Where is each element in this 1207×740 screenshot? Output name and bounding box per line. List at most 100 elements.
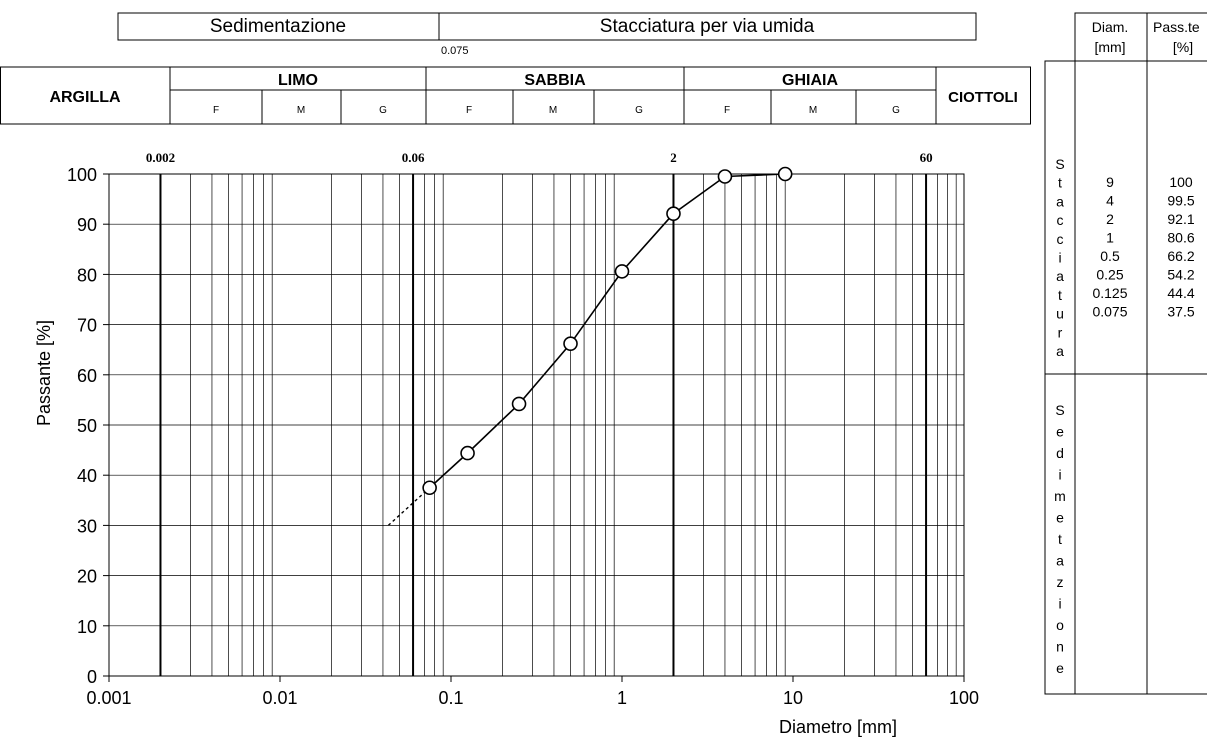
silt-label: LIMO	[278, 72, 318, 89]
x-tick-label: 1	[617, 688, 627, 708]
boundary-label: 2	[670, 150, 677, 165]
table-cell-pass: 44.4	[1167, 285, 1194, 301]
data-point	[422, 480, 437, 496]
table-cell-pass: 80.6	[1167, 230, 1194, 246]
sieving-side-letter: a	[1056, 268, 1064, 284]
table-header-diam: Diam.	[1092, 19, 1129, 35]
sedimentation-side-letter: n	[1056, 639, 1064, 655]
y-tick-label: 30	[77, 516, 97, 536]
y-tick-label: 50	[77, 416, 97, 436]
sand-fine-label: F	[466, 105, 472, 116]
y-tick-label: 10	[77, 617, 97, 637]
y-tick-label: 60	[77, 366, 97, 386]
sieving-label: Stacciatura per via umida	[600, 16, 815, 37]
sedimentation-side-letter: z	[1057, 574, 1064, 590]
y-tick-label: 90	[77, 215, 97, 235]
table-cell-pass: 66.2	[1167, 248, 1194, 264]
gravel-coarse-label: G	[892, 105, 900, 116]
silt-coarse-label: G	[379, 105, 387, 116]
sand-label: SABBIA	[524, 72, 586, 89]
data-point	[563, 336, 578, 351]
sedimentation-side-letter: e	[1056, 424, 1064, 440]
table-cell-diam: 4	[1106, 193, 1114, 209]
y-tick-label: 0	[87, 667, 97, 687]
sedimentation-side-letter: i	[1058, 596, 1061, 612]
y-tick-label: 40	[77, 466, 97, 486]
data-point	[511, 396, 527, 412]
cobbles-label: CIOTTOLI	[948, 89, 1018, 106]
boundary-label: 60	[920, 150, 933, 165]
table-cell-diam: 0.125	[1092, 285, 1127, 301]
axes	[103, 173, 965, 682]
table-cell-diam: 2	[1106, 211, 1114, 227]
sieving-side-letter: c	[1057, 231, 1064, 247]
y-tick-label: 70	[77, 316, 97, 336]
sieving-side-letter: r	[1058, 324, 1063, 340]
table-cell-pass: 100	[1169, 174, 1193, 190]
boundary-label: 0.002	[146, 150, 175, 165]
table-cell-pass: 54.2	[1167, 267, 1194, 283]
sedimentation-side-letter: m	[1054, 488, 1066, 504]
x-tick-label: 10	[783, 688, 803, 708]
x-tick-label: 100	[949, 688, 979, 708]
data-point	[666, 206, 681, 221]
gravel-fine-label: F	[724, 105, 730, 116]
x-tick-label: 0.1	[438, 688, 463, 708]
sedimentation-side-letter: e	[1056, 510, 1064, 526]
sedimentation-side-letter: S	[1055, 402, 1064, 418]
sieving-side-letter: i	[1058, 250, 1061, 266]
table-cell-pass: 92.1	[1167, 211, 1194, 227]
soil-class-band	[0, 66, 1031, 125]
table-cell-diam: 0.075	[1092, 304, 1127, 320]
y-tick-label: 20	[77, 567, 97, 587]
sieving-side-letter: t	[1058, 287, 1062, 303]
table-cell-pass: 37.5	[1167, 304, 1194, 320]
y-tick-label: 80	[77, 265, 97, 285]
table-cell-pass: 99.5	[1167, 193, 1194, 209]
y-tick-label: 100	[67, 165, 97, 185]
data-point	[717, 169, 733, 184]
grading-curve	[429, 173, 786, 489]
sieving-side-letter: c	[1057, 212, 1064, 228]
grid	[109, 173, 964, 677]
table-header-pass: Pass.te	[1153, 19, 1200, 35]
sieving-side-letter: u	[1056, 306, 1064, 322]
sieve-limit-label: 0.075	[441, 45, 469, 57]
sand-coarse-label: G	[635, 105, 643, 116]
table-cell-diam: 0.5	[1100, 248, 1120, 264]
x-tick-label: 0.001	[86, 688, 131, 708]
data-point	[460, 445, 475, 461]
silt-fine-label: F	[213, 105, 219, 116]
x-axis-label: Diametro [mm]	[779, 717, 897, 737]
sedimentation-side-letter: i	[1058, 467, 1061, 483]
silt-medium-label: M	[297, 105, 305, 116]
data-table	[1044, 12, 1207, 695]
data-point	[614, 264, 630, 279]
sieving-side-letter: a	[1056, 193, 1064, 209]
x-tick-label: 0.01	[262, 688, 297, 708]
sedimentation-side-letter: d	[1056, 445, 1064, 461]
sieving-side-letter: a	[1056, 343, 1064, 359]
extrapolation-line	[387, 487, 431, 526]
sieving-side-letter: t	[1058, 175, 1062, 191]
method-bands	[117, 12, 977, 41]
y-axis-label: Passante [%]	[34, 320, 54, 426]
table-rows: 9 100 4 99.5 2 92.1 1 80.6 0.5 66.2 0.25 54.2 0.125 4…	[1092, 174, 1194, 320]
tick-labels: 0 10 20 30 40 50 60 70 80 90 100 0.001 0.01 0.1 1 10 100	[67, 165, 979, 708]
table-header-diam-unit: [mm]	[1094, 39, 1125, 55]
sedimentation-side-letter: o	[1056, 617, 1064, 633]
sedimentation-side-letter: e	[1056, 660, 1064, 676]
sedimentation-label: Sedimentazione	[210, 16, 346, 37]
sedimentation-side-letter: a	[1056, 553, 1064, 569]
table-header-pass-unit: [%]	[1173, 39, 1193, 55]
sedimentation-side-letter: t	[1058, 531, 1062, 547]
sieving-side-letter: S	[1055, 156, 1064, 172]
sieving-band	[438, 12, 977, 41]
gravel-medium-label: M	[809, 105, 817, 116]
class-boundaries: 0.002 0.06 2 60	[146, 150, 933, 676]
data-point	[777, 166, 793, 182]
table-cell-diam: 1	[1106, 230, 1114, 246]
boundary-label: 0.06	[402, 150, 425, 165]
sand-medium-label: M	[549, 105, 557, 116]
